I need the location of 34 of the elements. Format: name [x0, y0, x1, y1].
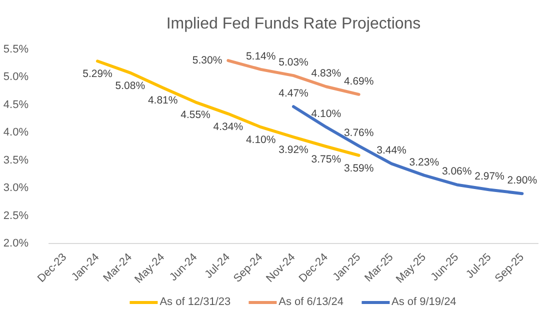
y-tick-label: 5.0% — [3, 71, 29, 84]
data-label: 5.29% — [82, 68, 112, 80]
y-tick-label: 2.5% — [3, 210, 29, 222]
data-label: 5.08% — [115, 80, 146, 92]
data-label: 3.44% — [376, 144, 406, 157]
legend-label: As of 9/19/24 — [391, 296, 456, 308]
data-label: 4.34% — [213, 120, 244, 133]
data-label: 4.10% — [311, 108, 342, 120]
data-label: 5.30% — [192, 54, 222, 67]
data-label: 4.81% — [148, 94, 178, 107]
chart-title: Implied Fed Funds Rate Projections — [166, 16, 421, 32]
y-tick-label: 5.5% — [3, 44, 29, 56]
legend-label: As of 12/31/23 — [160, 296, 231, 308]
data-label: 3.76% — [344, 126, 374, 139]
y-tick-label: 4.5% — [3, 98, 29, 111]
y-tick-label: 2.0% — [3, 238, 29, 250]
data-label: 5.14% — [246, 50, 276, 62]
y-tick-label: 3.5% — [3, 154, 29, 166]
data-label: 2.97% — [474, 170, 504, 183]
legend-label: As of 6/13/24 — [278, 296, 344, 308]
data-label: 4.69% — [344, 75, 374, 88]
data-label: 2.90% — [507, 174, 538, 187]
data-label: 3.75% — [311, 154, 342, 166]
y-tick-label: 4.0% — [3, 126, 29, 139]
data-label: 3.06% — [442, 166, 472, 178]
data-label: 4.10% — [246, 134, 276, 146]
y-tick-label: 3.0% — [3, 182, 29, 194]
data-label: 3.23% — [409, 156, 440, 168]
data-label: 4.55% — [180, 109, 210, 122]
data-label: 5.03% — [278, 56, 308, 69]
data-label: 3.59% — [344, 162, 374, 174]
data-label: 3.92% — [278, 144, 308, 156]
data-label: 4.83% — [311, 68, 342, 80]
data-label: 4.47% — [278, 88, 308, 100]
